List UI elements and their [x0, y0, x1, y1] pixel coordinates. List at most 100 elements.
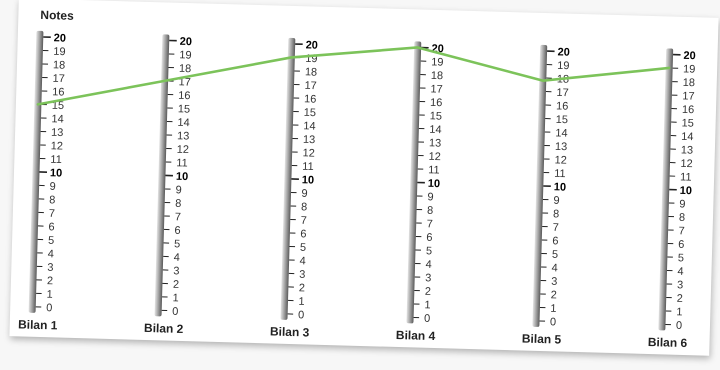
chart-title: Notes — [40, 8, 74, 23]
tick-label: 2 — [677, 293, 683, 305]
tick-label: 20 — [557, 46, 570, 58]
tick-label: 17 — [52, 73, 65, 85]
tick-label: 18 — [53, 59, 66, 71]
tick-label: 11 — [554, 168, 566, 180]
tick-label: 17 — [304, 80, 317, 92]
tick-label: 19 — [179, 49, 192, 61]
tick-label: 0 — [298, 309, 304, 321]
tick-label: 19 — [431, 56, 444, 68]
tick-label: 0 — [46, 302, 52, 314]
tick-label: 4 — [425, 259, 431, 271]
tick-label: 14 — [51, 113, 64, 125]
category-label: Bilan 2 — [144, 321, 184, 336]
tick-label: 11 — [176, 157, 188, 169]
tick-label: 4 — [174, 252, 180, 264]
tick-label: 16 — [304, 93, 317, 105]
tick-label: 9 — [301, 188, 307, 200]
tick-label: 12 — [302, 147, 315, 159]
tick-label: 2 — [47, 275, 53, 287]
tick-label: 10 — [428, 178, 441, 190]
tick-label: 16 — [52, 86, 65, 98]
tick-label: 14 — [303, 120, 316, 132]
paper-sheet: Notes 0 1 2 3 4 5 6 7 8 9 10 11 12 13 14 15 16 17 18 19 20 Bi… — [9, 0, 719, 356]
tick-label: 5 — [678, 252, 684, 264]
tick-label: 0 — [550, 316, 556, 328]
tick-label: 7 — [678, 225, 684, 237]
tick-label: 8 — [553, 208, 559, 220]
tick-label: 13 — [177, 130, 190, 142]
tick-label: 18 — [683, 77, 696, 89]
tick-label: 8 — [427, 205, 433, 217]
tick-label: 20 — [180, 36, 193, 48]
ruler-bar — [406, 41, 422, 324]
tick-label: 7 — [552, 222, 558, 234]
tick-label: 11 — [302, 161, 314, 173]
tick-label: 7 — [175, 211, 181, 223]
tick-label: 20 — [305, 39, 318, 51]
tick-label: 18 — [179, 63, 192, 75]
tick-label: 1 — [46, 289, 52, 301]
tick-label: 9 — [427, 191, 433, 203]
tick-label: 14 — [177, 117, 190, 129]
tick-label: 18 — [431, 70, 444, 82]
tick-label: 15 — [178, 103, 191, 115]
tick-label: 6 — [48, 221, 54, 233]
tick-label: 5 — [552, 249, 558, 261]
tick-label: 4 — [677, 266, 683, 278]
category-label: Bilan 5 — [522, 331, 562, 346]
tick-label: 5 — [300, 242, 306, 254]
tick-label: 8 — [175, 198, 181, 210]
tick-label: 8 — [49, 194, 55, 206]
tick-label: 16 — [430, 97, 443, 109]
ruler-bar — [28, 30, 44, 313]
ruler-bar — [532, 44, 548, 327]
tick-label: 13 — [555, 141, 568, 153]
tick-label: 15 — [304, 107, 317, 119]
tick-label: 12 — [177, 144, 190, 156]
tick-label: 15 — [52, 100, 65, 112]
tick-label: 9 — [49, 181, 55, 193]
tick-label: 10 — [50, 167, 63, 179]
tick-label: 17 — [682, 90, 695, 102]
tick-label: 1 — [550, 303, 556, 315]
tick-label: 3 — [551, 276, 557, 288]
tick-label: 13 — [51, 127, 64, 139]
tick-label: 10 — [554, 181, 567, 193]
tick-label: 0 — [172, 306, 178, 318]
category-label: Bilan 1 — [18, 317, 58, 332]
series — [36, 46, 671, 106]
tick-label: 10 — [680, 185, 693, 197]
tick-label: 20 — [54, 32, 67, 44]
series-line — [36, 46, 671, 106]
ruler-bar — [658, 48, 674, 331]
tick-label: 10 — [302, 174, 315, 186]
tick-label: 7 — [49, 208, 55, 220]
tick-label: 4 — [48, 248, 54, 260]
tick-label: 14 — [555, 127, 568, 139]
tick-label: 1 — [172, 292, 178, 304]
tick-label: 14 — [681, 131, 694, 143]
tick-label: 4 — [551, 262, 557, 274]
tick-label: 8 — [679, 212, 685, 224]
tick-label: 12 — [51, 140, 64, 152]
tick-label: 4 — [299, 255, 305, 267]
tick-label: 14 — [429, 124, 442, 136]
category-label: Bilan 6 — [648, 335, 688, 350]
tick-label: 19 — [557, 60, 570, 72]
tick-label: 15 — [430, 110, 443, 122]
tick-label: 3 — [677, 279, 683, 291]
tick-label: 7 — [301, 215, 307, 227]
tick-label: 6 — [678, 239, 684, 251]
tick-label: 9 — [553, 195, 559, 207]
tick-label: 1 — [424, 299, 430, 311]
notes-chart: Notes 01234567891011121314151617181920Bi… — [18, 8, 696, 350]
ruler-bar — [154, 34, 170, 317]
